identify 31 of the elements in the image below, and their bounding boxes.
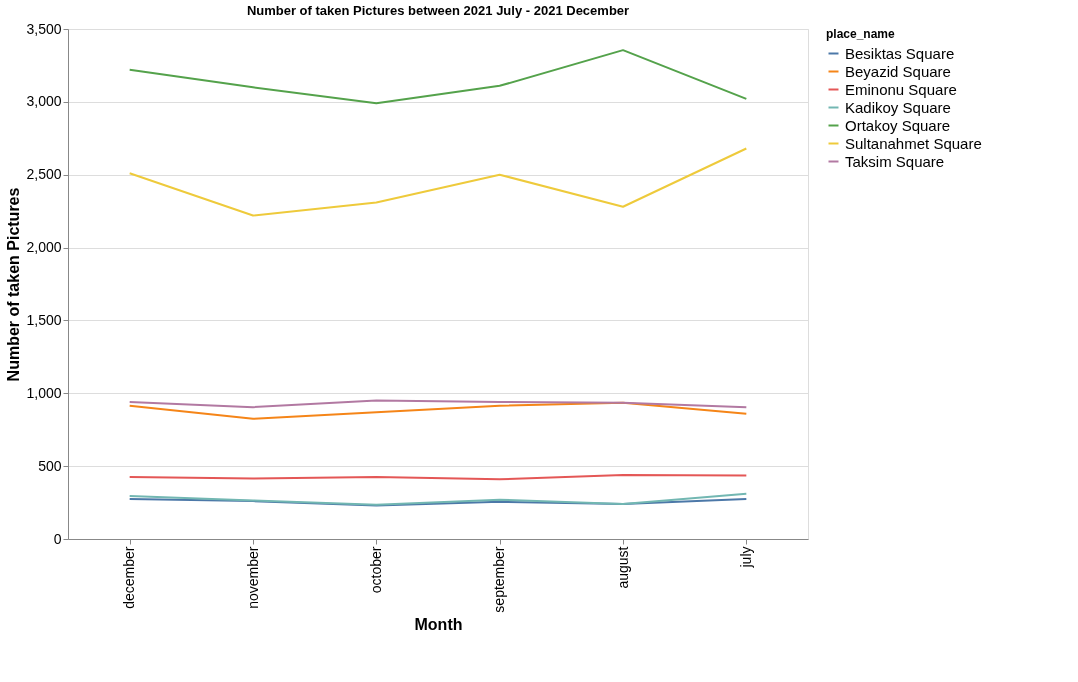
chart-title: Number of taken Pictures between 2021 July - 2021 December	[246, 3, 630, 18]
y-tick-label: 2,000	[26, 239, 62, 256]
line-series	[128, 492, 748, 506]
y-tick-label: 1,500	[26, 311, 62, 328]
legend-label: Taksim Square	[845, 152, 945, 170]
x-tick-label: july	[737, 546, 754, 569]
line-series	[128, 497, 748, 507]
y-tick-label: 500	[38, 457, 62, 474]
x-tick-label: november	[244, 546, 261, 609]
line-series	[128, 49, 748, 105]
legend-label: Eminonu Square	[845, 80, 957, 98]
x-tick-label: september	[491, 546, 508, 613]
legend-title: place_name	[826, 27, 896, 41]
y-tick-label: 3,000	[26, 93, 62, 110]
line-series	[128, 399, 748, 409]
y-tick-label: 1,000	[26, 384, 62, 401]
y-tick-label: 0	[53, 530, 62, 547]
line-series	[128, 401, 748, 420]
x-tick-label: december	[121, 546, 138, 609]
y-tick-label: 2,500	[26, 166, 62, 183]
line-series	[128, 147, 748, 217]
legend-label: Beyazid Square	[845, 62, 951, 80]
legend-label: Sultanahmet Square	[845, 134, 982, 152]
y-tick-label: 3,500	[26, 20, 62, 37]
legend-label: Kadikoy Square	[845, 98, 951, 116]
x-tick-label: october	[367, 546, 384, 594]
y-axis-title: Number of taken Pictures	[5, 187, 23, 382]
x-tick-label: august	[614, 546, 631, 589]
x-axis-title: Month	[414, 615, 463, 633]
legend-label: Besiktas Square	[845, 44, 955, 62]
legend-label: Ortakoy Square	[845, 116, 951, 134]
